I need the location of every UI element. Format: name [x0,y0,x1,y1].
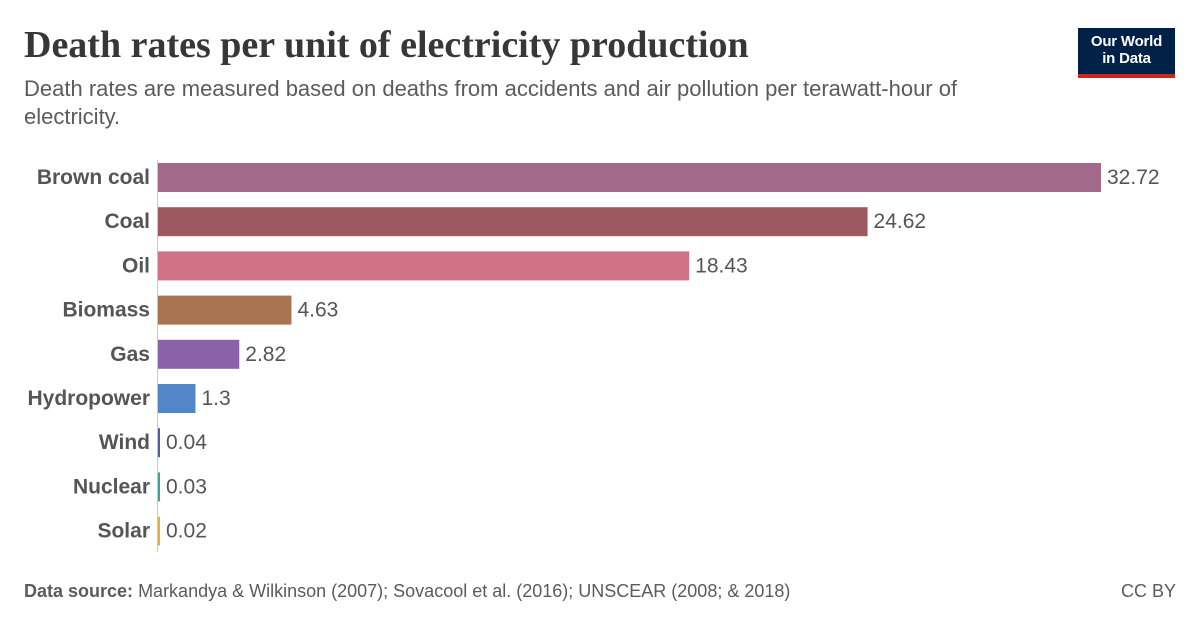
value-label-nuclear: 0.03 [166,475,207,498]
value-label-brown-coal: 32.72 [1107,166,1160,189]
value-label-oil: 18.43 [695,254,748,277]
license-link[interactable]: CC BY [1120,581,1176,601]
bar-oil[interactable] [158,251,690,281]
value-label-gas: 2.82 [245,343,286,366]
value-label-wind: 0.04 [166,431,207,454]
logo-line-2: in Data [1102,50,1151,67]
category-label-coal: Coal [104,210,150,233]
chart-subtitle: Death rates are measured based on deaths… [24,76,958,129]
category-label-oil: Oil [122,254,150,277]
bars-group: Brown coal 32.72 Coal 24.62 Oil 18.43 Biomass 4… [27,163,1160,546]
value-label-solar: 0.02 [166,520,207,543]
category-label-biomass: Biomass [62,299,150,322]
bar-gas[interactable] [158,339,240,369]
category-label-gas: Gas [110,343,150,366]
data-source-label: Data source: [24,581,134,601]
category-label-solar: Solar [97,520,150,543]
category-label-wind: Wind [99,431,150,454]
category-label-brown-coal: Brown coal [37,166,150,189]
chart-title: Death rates per unit of electricity prod… [24,24,749,66]
bar-nuclear[interactable] [158,472,160,502]
bar-coal[interactable] [158,207,868,237]
data-source-text[interactable]: Markandya & Wilkinson (2007); Sovacool e… [138,581,791,601]
bar-solar[interactable] [158,516,160,546]
logo-line-1: Our World [1090,33,1163,50]
bar-wind[interactable] [158,428,160,458]
data-source: Data source: Markandya & Wilkinson (2007… [24,578,790,604]
bar-hydropower[interactable] [158,384,196,413]
bar-biomass[interactable] [158,295,292,325]
bar-brown-coal[interactable] [158,163,1101,192]
category-label-nuclear: Nuclear [73,475,150,498]
value-label-hydropower: 1.3 [201,387,230,410]
our-world-in-data-logo[interactable]: Our World in Data [1078,28,1175,78]
value-label-coal: 24.62 [874,210,927,233]
value-label-biomass: 4.63 [297,299,338,322]
category-label-hydropower: Hydropower [27,387,150,410]
